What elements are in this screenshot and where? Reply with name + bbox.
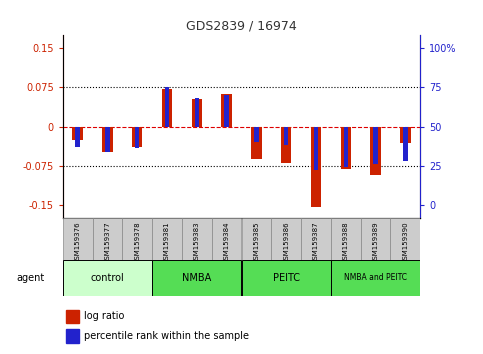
Bar: [162, 89, 172, 127]
Bar: [66, 329, 79, 343]
Bar: [331, 218, 361, 260]
Bar: [400, 127, 411, 143]
Bar: [242, 218, 271, 260]
Bar: [135, 127, 140, 148]
Bar: [331, 260, 420, 296]
Text: control: control: [91, 273, 124, 283]
Text: GSM159384: GSM159384: [224, 222, 229, 264]
Text: GSM159390: GSM159390: [402, 222, 408, 264]
Text: NMBA: NMBA: [182, 273, 212, 283]
Bar: [284, 127, 288, 145]
Text: GSM159388: GSM159388: [343, 222, 349, 264]
Bar: [390, 218, 420, 260]
Bar: [152, 260, 242, 296]
Text: NMBA and PEITC: NMBA and PEITC: [344, 273, 407, 282]
Bar: [122, 218, 152, 260]
Bar: [212, 218, 242, 260]
Text: GSM159381: GSM159381: [164, 222, 170, 264]
Bar: [72, 127, 83, 139]
Bar: [93, 218, 122, 260]
Text: GSM159378: GSM159378: [134, 222, 140, 264]
Text: GSM159389: GSM159389: [372, 222, 379, 264]
Text: percentile rank within the sample: percentile rank within the sample: [84, 331, 249, 341]
Text: agent: agent: [17, 273, 45, 283]
Bar: [343, 127, 348, 167]
Bar: [341, 127, 351, 169]
Bar: [373, 127, 378, 164]
Bar: [311, 127, 321, 207]
Bar: [192, 99, 202, 127]
Bar: [132, 127, 142, 147]
Text: GSM159377: GSM159377: [104, 222, 111, 264]
Text: GSM159376: GSM159376: [75, 222, 81, 264]
Bar: [251, 127, 262, 159]
Bar: [254, 127, 258, 142]
Bar: [63, 260, 152, 296]
Bar: [281, 127, 291, 163]
Bar: [66, 309, 79, 323]
Bar: [370, 127, 381, 175]
Text: GSM159387: GSM159387: [313, 222, 319, 264]
Title: GDS2839 / 16974: GDS2839 / 16974: [186, 20, 297, 33]
Bar: [102, 127, 113, 152]
Bar: [314, 127, 318, 170]
Bar: [242, 260, 331, 296]
Bar: [182, 218, 212, 260]
Bar: [225, 95, 229, 127]
Text: GSM159385: GSM159385: [254, 222, 259, 264]
Bar: [221, 94, 232, 127]
Bar: [165, 87, 169, 127]
Text: PEITC: PEITC: [273, 273, 299, 283]
Bar: [195, 98, 199, 127]
Text: GSM159386: GSM159386: [283, 222, 289, 264]
Bar: [105, 127, 110, 152]
Text: GSM159383: GSM159383: [194, 222, 200, 264]
Bar: [361, 218, 390, 260]
Bar: [152, 218, 182, 260]
Bar: [301, 218, 331, 260]
Bar: [403, 127, 408, 161]
Bar: [75, 127, 80, 147]
Bar: [63, 218, 93, 260]
Bar: [271, 218, 301, 260]
Text: log ratio: log ratio: [84, 311, 125, 321]
